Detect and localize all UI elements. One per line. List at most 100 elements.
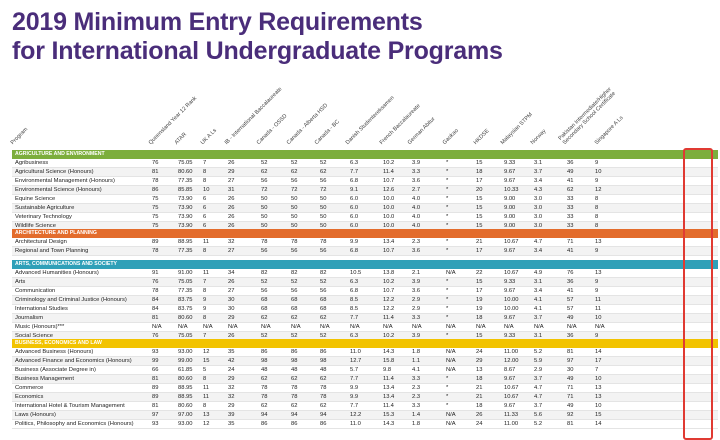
requirement-cell: 33 — [567, 223, 574, 229]
table-row: Environmental Science (Honours) 86 85.85 10… — [12, 186, 718, 195]
program-name: Communication — [15, 288, 56, 294]
requirement-cell: 3.0 — [534, 223, 543, 229]
requirement-cell: * — [446, 169, 449, 175]
requirement-cell: 4.1 — [534, 297, 543, 303]
requirement-cell: 12.7 — [350, 358, 362, 364]
requirement-cell: 7 — [595, 367, 599, 373]
program-name: Criminology and Criminal Justice (Honour… — [15, 297, 127, 303]
requirement-cell: 10.7 — [383, 178, 395, 184]
table-row: Architectural Design 89 88.95 11 32 78 78 78 9.9… — [12, 238, 718, 247]
program-name: Agribusiness — [15, 160, 49, 166]
requirement-cell: 12 — [595, 187, 602, 193]
requirement-cell: 56 — [291, 248, 298, 254]
requirement-cell: 81 — [152, 376, 159, 382]
requirement-cell: 3.7 — [534, 403, 543, 409]
requirement-cell: 6.8 — [350, 248, 359, 254]
requirement-cell: 62 — [261, 403, 268, 409]
requirement-cell: N/A — [261, 324, 271, 330]
program-name: Arts — [15, 279, 26, 285]
requirement-cell: 3.0 — [534, 214, 543, 220]
requirement-cell: 68 — [291, 297, 298, 303]
requirement-cell: 8 — [203, 288, 207, 294]
requirement-cell: 10.7 — [383, 248, 395, 254]
requirement-cell: 41 — [567, 248, 574, 254]
requirement-cell: * — [446, 297, 449, 303]
requirement-cell: * — [446, 205, 449, 211]
requirement-cell: 2.9 — [412, 297, 421, 303]
requirement-cell: N/A — [534, 324, 544, 330]
requirement-cell: 8 — [203, 169, 207, 175]
requirement-cell: N/A — [446, 324, 456, 330]
requirement-cell: 7 — [203, 279, 207, 285]
requirement-cell: 12 — [203, 421, 210, 427]
requirement-cell: 52 — [291, 160, 298, 166]
requirement-cell: N/A — [446, 367, 456, 373]
program-name: Advanced Humanities (Honours) — [15, 270, 99, 276]
requirement-cell: 5.9 — [534, 358, 543, 364]
requirement-cell: 78 — [261, 394, 268, 400]
requirement-cell: 1.4 — [412, 412, 421, 418]
program-name: Business Management — [15, 376, 74, 382]
page-title: 2019 Minimum Entry Requirements for Inte… — [12, 8, 503, 66]
requirement-cell: N/A — [446, 421, 456, 427]
requirement-cell: 99.00 — [178, 358, 193, 364]
requirement-cell: 4.0 — [412, 196, 421, 202]
requirement-cell: 9.33 — [504, 279, 516, 285]
requirement-cell: 62 — [320, 169, 327, 175]
table-row: Music (Honours)*** N/A N/A N/A N/A N/A N/A N/A N… — [12, 323, 718, 332]
requirement-cell: 17 — [476, 288, 483, 294]
requirement-cell: 49 — [567, 376, 574, 382]
requirement-cell: 11.4 — [383, 376, 394, 382]
requirement-cell: 13 — [595, 239, 602, 245]
requirement-cell: 26 — [228, 279, 235, 285]
program-name: Regional and Town Planning — [15, 248, 89, 254]
requirement-cell: 17 — [595, 358, 602, 364]
table-row: Laws (Honours) 97 97.00 13 39 94 94 94 12.2 15.3 1… — [12, 411, 718, 420]
requirement-cell: 32 — [228, 394, 235, 400]
requirement-cell: 50 — [291, 223, 298, 229]
requirement-cell: 5.2 — [534, 349, 543, 355]
requirement-cell: 11.0 — [350, 421, 361, 427]
requirement-cell: 50 — [291, 205, 298, 211]
column-header: Norway — [529, 128, 548, 146]
requirement-cell: N/A — [383, 324, 393, 330]
requirement-cell: 48 — [320, 367, 327, 373]
requirement-cell: 15 — [476, 279, 483, 285]
requirement-cell: 13.4 — [383, 385, 395, 391]
program-name: Architectural Design — [15, 239, 67, 245]
requirement-cell: 12.2 — [383, 297, 395, 303]
requirement-cell: 1.8 — [412, 349, 421, 355]
requirement-cell: 13.8 — [383, 270, 395, 276]
requirement-cell: 4.0 — [412, 214, 421, 220]
table-row: Sustainable Agriculture 75 73.90 6 26 50 50 50 6… — [12, 204, 718, 213]
requirement-cell: 50 — [261, 205, 268, 211]
requirement-cell: 9.1 — [350, 187, 359, 193]
requirement-cell: 61.85 — [178, 367, 193, 373]
requirement-cell: 86 — [291, 421, 298, 427]
requirement-cell: 93.00 — [178, 349, 193, 355]
requirement-cell: 3.9 — [412, 279, 421, 285]
table-row: International Hotel & Tourism Management… — [12, 402, 718, 411]
requirement-cell: 29 — [228, 169, 235, 175]
requirement-cell: 13 — [595, 385, 602, 391]
requirement-cell: 68 — [320, 306, 327, 312]
table-row: Agricultural Science (Honours) 81 80.60 8 29… — [12, 168, 718, 177]
requirement-cell: 56 — [261, 178, 268, 184]
requirement-cell: 18 — [476, 169, 483, 175]
requirement-cell: 9.00 — [504, 214, 516, 220]
requirement-cell: 52 — [320, 279, 327, 285]
requirement-cell: 12.6 — [383, 187, 395, 193]
requirement-cell: 10.00 — [504, 297, 519, 303]
requirement-cell: 33 — [567, 205, 574, 211]
column-header: Program — [9, 126, 30, 146]
requirement-cell: 76 — [152, 279, 159, 285]
requirement-cell: 73.90 — [178, 196, 193, 202]
requirement-cell: 11 — [203, 270, 210, 276]
requirement-cell: 85.85 — [178, 187, 193, 193]
requirement-cell: * — [446, 394, 449, 400]
requirement-cell: 26 — [476, 412, 483, 418]
requirement-cell: 77.35 — [178, 248, 193, 254]
requirement-cell: 52 — [291, 333, 298, 339]
requirement-cell: 32 — [228, 239, 235, 245]
requirement-cell: 18 — [476, 315, 483, 321]
